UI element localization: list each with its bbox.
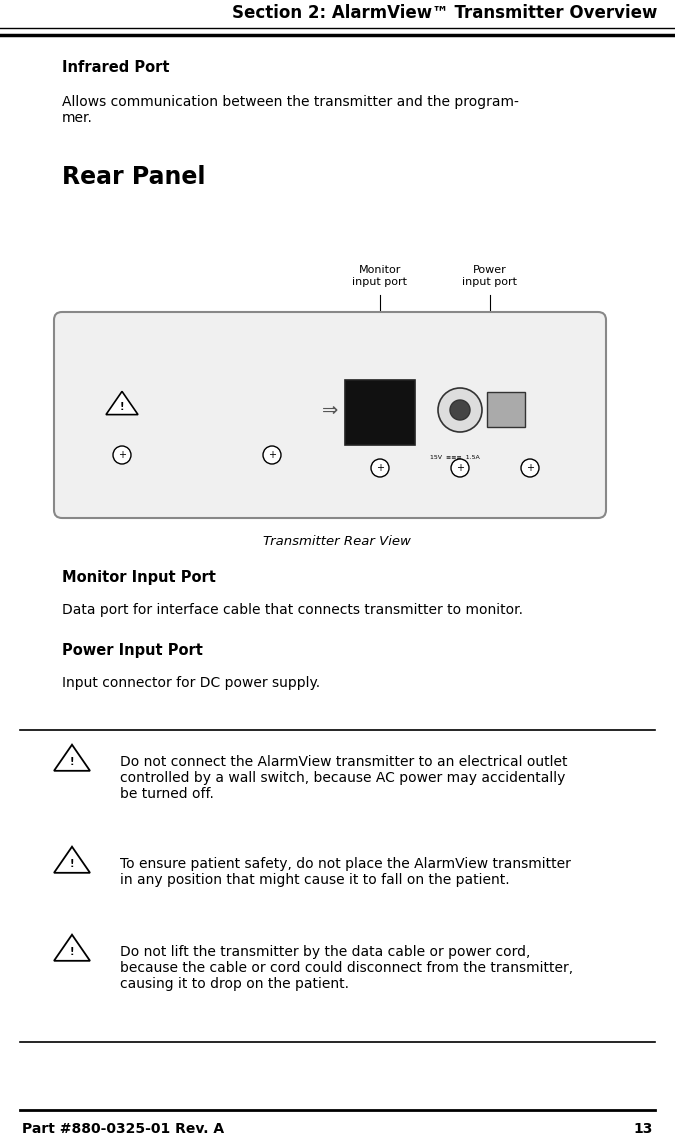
Polygon shape <box>106 391 138 414</box>
FancyBboxPatch shape <box>487 392 525 427</box>
Text: Monitor Input Port: Monitor Input Port <box>62 570 216 585</box>
Text: +: + <box>376 463 384 473</box>
Text: +: + <box>118 450 126 460</box>
Circle shape <box>113 446 131 465</box>
Text: !: ! <box>70 757 74 767</box>
Circle shape <box>371 459 389 477</box>
Text: 15V  ≡≡≡  1.5A: 15V ≡≡≡ 1.5A <box>430 455 480 460</box>
Text: Do not lift the transmitter by the data cable or power cord,
because the cable o: Do not lift the transmitter by the data … <box>120 945 573 991</box>
Text: Part #880-0325-01 Rev. A: Part #880-0325-01 Rev. A <box>22 1122 224 1136</box>
Circle shape <box>263 446 281 465</box>
Text: Power Input Port: Power Input Port <box>62 643 203 658</box>
Text: Do not connect the AlarmView transmitter to an electrical outlet
controlled by a: Do not connect the AlarmView transmitter… <box>120 755 568 802</box>
Text: +: + <box>456 463 464 473</box>
FancyBboxPatch shape <box>54 312 606 518</box>
Text: +: + <box>268 450 276 460</box>
Circle shape <box>521 459 539 477</box>
Text: Rear Panel: Rear Panel <box>62 165 205 189</box>
Text: Section 2: AlarmView™ Transmitter Overview: Section 2: AlarmView™ Transmitter Overvi… <box>232 3 657 22</box>
Text: Power
input port: Power input port <box>462 265 518 287</box>
Text: +: + <box>526 463 534 473</box>
Text: To ensure patient safety, do not place the AlarmView transmitter
in any position: To ensure patient safety, do not place t… <box>120 857 571 887</box>
Text: Monitor
input port: Monitor input port <box>352 265 408 287</box>
Circle shape <box>450 400 470 420</box>
Text: Infrared Port: Infrared Port <box>62 60 169 75</box>
Polygon shape <box>54 744 90 771</box>
Text: Input connector for DC power supply.: Input connector for DC power supply. <box>62 676 320 690</box>
Text: ⇒: ⇒ <box>322 400 338 420</box>
Text: Data port for interface cable that connects transmitter to monitor.: Data port for interface cable that conne… <box>62 603 523 617</box>
Text: !: ! <box>70 859 74 868</box>
Text: Allows communication between the transmitter and the program-
mer.: Allows communication between the transmi… <box>62 95 519 125</box>
Circle shape <box>438 388 482 432</box>
Text: !: ! <box>119 401 124 412</box>
Text: Transmitter Rear View: Transmitter Rear View <box>263 535 411 548</box>
FancyBboxPatch shape <box>345 380 415 445</box>
Text: !: ! <box>70 946 74 957</box>
Polygon shape <box>54 846 90 873</box>
Text: 13: 13 <box>634 1122 653 1136</box>
Circle shape <box>451 459 469 477</box>
Polygon shape <box>54 935 90 961</box>
